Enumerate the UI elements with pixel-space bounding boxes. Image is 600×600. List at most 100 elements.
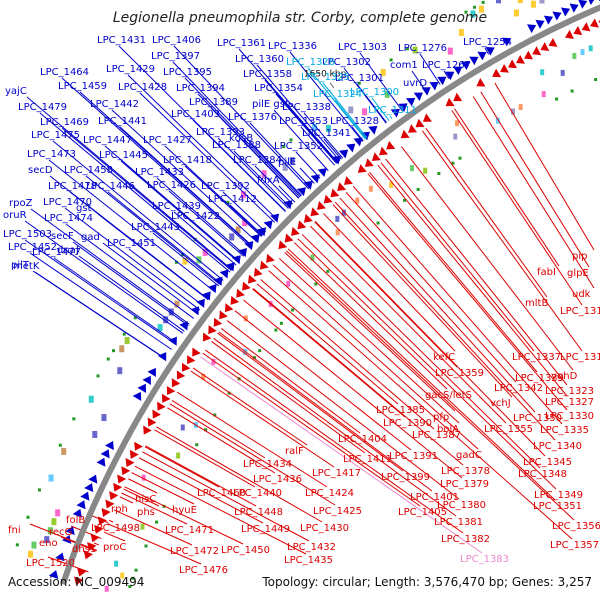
feature-block (180, 424, 185, 431)
gene-label: fni (8, 525, 21, 536)
label-connector (85, 175, 221, 285)
feature-block (495, 117, 500, 124)
gene-label: vchJ (490, 398, 511, 409)
feature-block (117, 367, 123, 375)
feature-block (384, 90, 390, 98)
label-connector (213, 338, 457, 517)
reverse-gene-arrow (125, 458, 135, 468)
reverse-gene-arrow (166, 385, 176, 395)
feature-block (182, 257, 188, 265)
label-connector (359, 52, 403, 112)
label-connector (295, 151, 321, 179)
label-connector (421, 130, 583, 352)
orf-mark (128, 584, 132, 588)
gene-label: LPC_1327 (545, 397, 594, 408)
gene-label: LPC_1380 (437, 500, 486, 511)
label-connector (65, 223, 194, 319)
label-connector (480, 91, 590, 268)
label-connector (184, 165, 262, 237)
gene-label: LPC_1417 (312, 468, 361, 479)
orf-mark (195, 443, 199, 447)
label-connector (250, 143, 302, 197)
gene-label: LPC_1458 (64, 165, 113, 176)
orf-mark (213, 413, 217, 417)
forward-gene-arrow (578, 0, 588, 9)
reverse-gene-arrow (524, 50, 534, 60)
gene-label: LPC_1399 (381, 472, 430, 483)
gene-label: LPC_1394 (176, 83, 225, 94)
gene-label: LPC_1391 (389, 451, 438, 462)
gene-label: secF (51, 231, 74, 242)
gene-label: LPC_1435 (284, 555, 333, 566)
gene-label: LPC_1357 (550, 540, 599, 551)
orf-mark (405, 47, 409, 51)
reverse-gene-arrow (129, 449, 139, 459)
forward-gene-arrow (270, 213, 280, 223)
label-connector (156, 426, 323, 523)
label-connector (131, 472, 195, 505)
reverse-gene-arrow (415, 118, 425, 128)
scale-ticks: 1350 kbp1400 kbp1450 kbp1500 kbp1550 kbp… (304, 70, 347, 88)
gene-label: LPC_1392 (201, 181, 250, 192)
gene-label: LPC_1385 (376, 405, 425, 416)
gene-label: LPC_1387 (412, 430, 461, 441)
feature-block (453, 133, 458, 140)
orf-mark (437, 171, 441, 175)
feature-block (572, 52, 577, 59)
feature-block (517, 0, 523, 4)
feature-block (518, 104, 523, 111)
reverse-gene-arrow (337, 182, 347, 192)
reverse-gene-arrow (253, 267, 263, 277)
orf-mark (464, 10, 468, 14)
gene-label: LPC_1312 (560, 306, 600, 317)
gene-label: LPC_1254 (463, 37, 512, 48)
accession-text: Accession: NC_009494 (8, 575, 144, 589)
feature-block (174, 300, 180, 308)
gene-label: rpoZ (9, 198, 33, 209)
forward-gene-arrow (48, 570, 59, 580)
forward-gene-arrow (257, 227, 267, 237)
orf-mark (481, 0, 485, 4)
label-connector (127, 74, 278, 221)
orf-mark (594, 78, 598, 82)
forward-gene-arrow (132, 391, 142, 401)
orf-mark (227, 391, 231, 395)
label-connector (268, 270, 573, 540)
label-connector (24, 239, 176, 345)
gene-label: LPC_1425 (313, 506, 362, 517)
orf-mark (291, 308, 295, 312)
orf-mark (72, 417, 76, 421)
reverse-gene-arrow (83, 550, 94, 560)
gene-label: pilT (11, 260, 30, 271)
label-connector (176, 391, 328, 488)
label-connector (234, 310, 412, 451)
orf-mark (451, 161, 455, 165)
reverse-gene-arrow (219, 310, 228, 320)
label-connector (310, 225, 507, 424)
gene-label: LPC_1356 (552, 521, 600, 532)
label-connector (278, 185, 296, 203)
gene-label: mltB (525, 298, 548, 309)
orf-mark (357, 81, 361, 85)
feature-block (141, 474, 146, 481)
label-connector (484, 47, 490, 55)
feature-block (243, 315, 248, 322)
label-connector (142, 451, 310, 542)
label-connector (275, 93, 338, 164)
gene-label: LPC_1520 (26, 558, 75, 569)
gene-label: LPC_1338 (282, 102, 331, 113)
gene-label: LPC_1428 (118, 82, 167, 93)
label-connector (339, 197, 536, 413)
feature-block (163, 316, 169, 324)
forward-gene-arrow (225, 262, 235, 272)
forward-gene-arrow (469, 56, 479, 66)
orf-mark (155, 520, 159, 524)
orf-mark (122, 332, 126, 336)
reverse-gene-arrow (357, 164, 367, 173)
feature-block (368, 185, 373, 192)
feature-labels: LPC_1254 LPC_1276 LPC_1267 com1 uvrD LPC_1303… (3, 35, 600, 576)
reverse-gene-arrow (74, 576, 84, 586)
reverse-gene-arrow (202, 332, 212, 342)
label-connector (102, 242, 198, 315)
